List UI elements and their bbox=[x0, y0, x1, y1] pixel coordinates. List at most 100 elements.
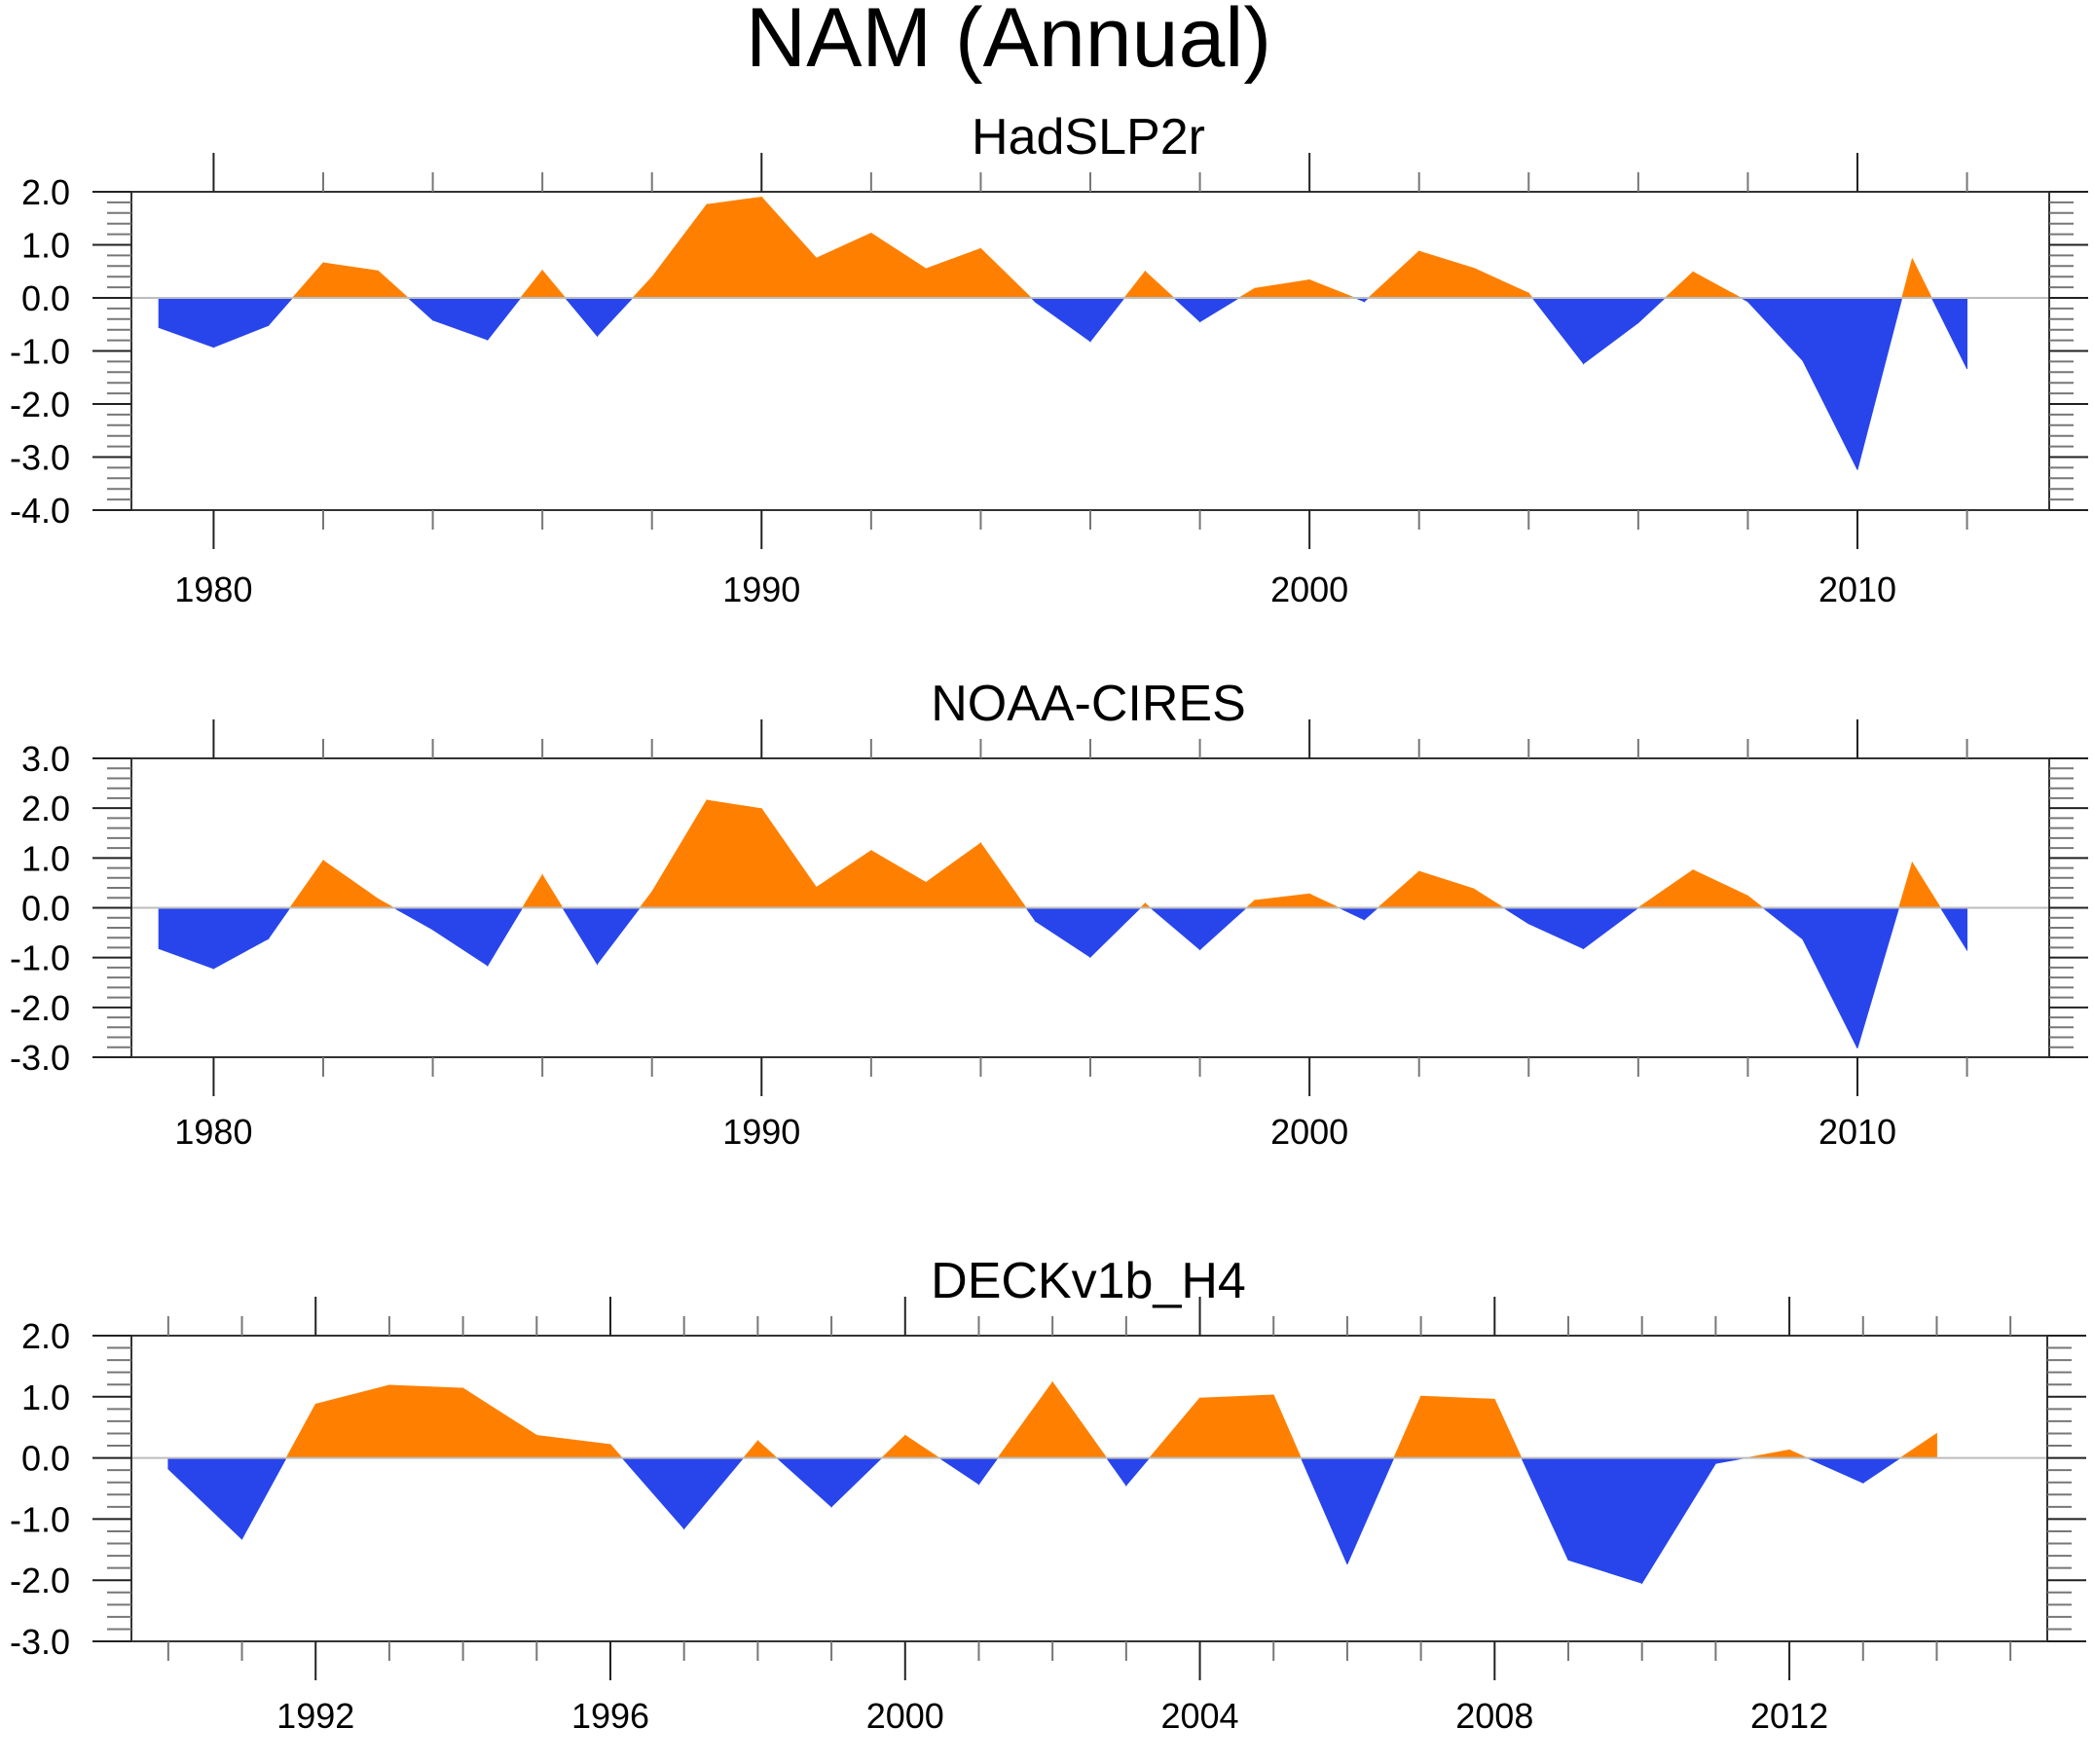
negative-area bbox=[1930, 297, 1967, 370]
y-tick-label: 1.0 bbox=[21, 1378, 70, 1417]
x-tick-label: 1990 bbox=[722, 1112, 800, 1152]
negative-area bbox=[830, 1457, 883, 1508]
y-tick-label: 3.0 bbox=[21, 739, 70, 779]
negative-area bbox=[407, 297, 434, 321]
x-tick-label: 2000 bbox=[1270, 1112, 1348, 1152]
positive-area bbox=[1123, 270, 1146, 299]
positive-area bbox=[1898, 862, 1913, 908]
y-tick-label: 0.0 bbox=[21, 1439, 70, 1479]
negative-area bbox=[1939, 907, 1967, 952]
positive-area bbox=[535, 1434, 611, 1458]
positive-area bbox=[1254, 279, 1310, 299]
panel-hadslp2r: HadSLP2r 2.0 1.0 0.0 -1.0 -2.0 -3.0 -4.0 1980 19… bbox=[10, 109, 2088, 609]
negative-area bbox=[562, 907, 598, 966]
y-tick-label: 2.0 bbox=[21, 172, 70, 212]
x-tick-label: 1980 bbox=[174, 1112, 252, 1152]
positive-area bbox=[388, 1384, 464, 1458]
negative-area bbox=[1531, 297, 1584, 365]
negative-area bbox=[1567, 1457, 1643, 1584]
positive-area bbox=[870, 850, 927, 908]
y-tick-label: -2.0 bbox=[10, 988, 70, 1028]
y-tick-label: -3.0 bbox=[10, 1622, 70, 1662]
negative-area bbox=[212, 297, 270, 349]
negative-area bbox=[241, 1457, 287, 1540]
x-tick-label: 2000 bbox=[866, 1696, 944, 1736]
positive-area bbox=[925, 842, 981, 908]
x-tick-label: 2010 bbox=[1818, 570, 1896, 609]
panel-subtitle: NOAA-CIRES bbox=[931, 676, 1246, 732]
positive-area bbox=[1898, 1432, 1937, 1458]
positive-area bbox=[291, 261, 324, 299]
negative-area bbox=[158, 907, 214, 970]
negative-area-group bbox=[167, 1457, 1902, 1585]
negative-area bbox=[392, 907, 434, 931]
negative-area bbox=[432, 907, 489, 967]
x-tick-label: 2000 bbox=[1270, 570, 1348, 609]
positive-area bbox=[1418, 870, 1475, 908]
negative-area bbox=[268, 907, 291, 940]
positive-area bbox=[1473, 888, 1505, 908]
x-tick-label: 1980 bbox=[174, 570, 252, 609]
positive-area bbox=[760, 807, 817, 908]
negative-area bbox=[1802, 907, 1858, 1048]
negative-area bbox=[1761, 907, 1804, 940]
panel-subtitle: HadSLP2r bbox=[972, 109, 1205, 165]
y-tick-label: 0.0 bbox=[21, 278, 70, 318]
y-tick-label: 1.0 bbox=[21, 838, 70, 878]
positive-area bbox=[639, 890, 653, 908]
negative-area bbox=[1502, 907, 1529, 925]
negative-area bbox=[1637, 297, 1667, 324]
negative-area bbox=[1521, 1457, 1569, 1561]
negative-area bbox=[597, 907, 642, 966]
negative-area bbox=[1035, 907, 1091, 958]
negative-area bbox=[1583, 907, 1640, 950]
negative-area bbox=[1300, 1457, 1348, 1565]
negative-area bbox=[1856, 907, 1900, 1048]
y-tick-label: -1.0 bbox=[10, 332, 70, 372]
positive-area bbox=[1788, 1449, 1808, 1458]
y-tick-label: 1.0 bbox=[21, 226, 70, 266]
negative-area bbox=[1035, 297, 1091, 343]
positive-area bbox=[816, 849, 872, 908]
negative-area bbox=[1149, 907, 1200, 951]
panel-noaa-cires: NOAA-CIRES 3.0 2.0 1.0 0.0 -1.0 -2.0 -3.0 1980 1… bbox=[10, 676, 2088, 1152]
positive-area bbox=[760, 196, 817, 299]
positive-area bbox=[1199, 1394, 1274, 1458]
plot-frame bbox=[130, 191, 2050, 511]
positive-area bbox=[1051, 1380, 1108, 1458]
y-tick-label: 2.0 bbox=[21, 789, 70, 828]
positive-area bbox=[1245, 899, 1256, 908]
positive-area bbox=[651, 202, 708, 299]
positive-area bbox=[1636, 868, 1694, 908]
positive-area bbox=[1144, 270, 1175, 299]
x-tick-label: 2012 bbox=[1750, 1696, 1828, 1736]
positive-area bbox=[1692, 868, 1748, 908]
negative-area bbox=[1747, 297, 1804, 362]
negative-area bbox=[1339, 907, 1365, 921]
negative-area bbox=[1089, 297, 1125, 343]
positive-area bbox=[870, 232, 927, 299]
panel-deckv1b-h4: DECKv1b_H4 2.0 1.0 0.0 -1.0 -2.0 -3.0 1992 1996… bbox=[10, 1253, 2086, 1736]
negative-area bbox=[1527, 907, 1584, 950]
y-tick-label: 0.0 bbox=[21, 889, 70, 929]
positive-area-group bbox=[285, 1380, 1937, 1458]
negative-area bbox=[978, 1457, 999, 1486]
x-tick-label: 1990 bbox=[722, 570, 800, 609]
positive-area bbox=[1911, 258, 1932, 299]
positive-area bbox=[285, 1404, 316, 1458]
negative-area bbox=[212, 907, 270, 970]
y-tick-label: -2.0 bbox=[10, 1561, 70, 1600]
positive-area bbox=[519, 269, 543, 299]
negative-area bbox=[432, 297, 489, 341]
positive-area bbox=[462, 1387, 537, 1458]
chart-title: NAM (Annual) bbox=[746, 0, 1271, 85]
y-tick-label: -1.0 bbox=[10, 938, 70, 978]
positive-area bbox=[1901, 258, 1913, 299]
negative-area-group bbox=[158, 907, 1967, 1048]
positive-area bbox=[314, 1384, 390, 1458]
negative-area bbox=[1199, 297, 1241, 323]
positive-area bbox=[1308, 893, 1340, 908]
negative-area bbox=[268, 297, 294, 327]
